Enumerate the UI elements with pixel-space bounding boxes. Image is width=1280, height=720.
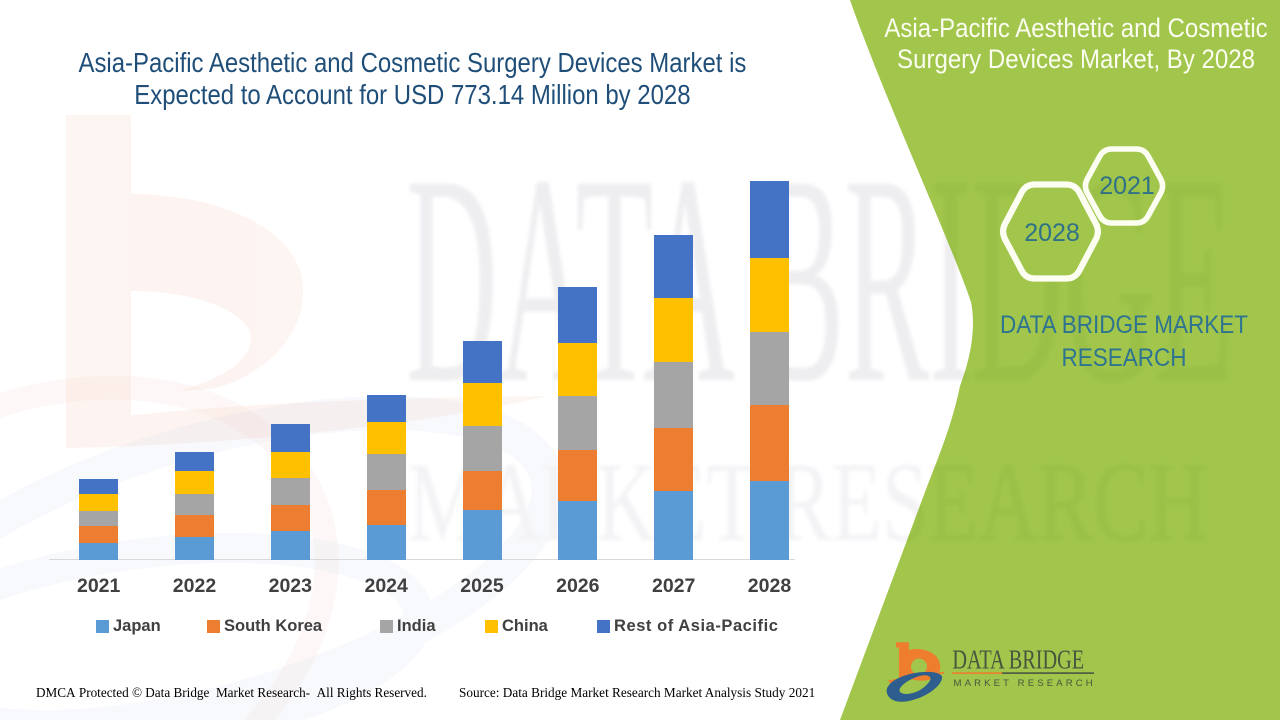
svg-text:MARKET RESEARCH: MARKET RESEARCH <box>954 678 1096 689</box>
svg-text:DATA BRIDGE: DATA BRIDGE <box>952 646 1084 675</box>
